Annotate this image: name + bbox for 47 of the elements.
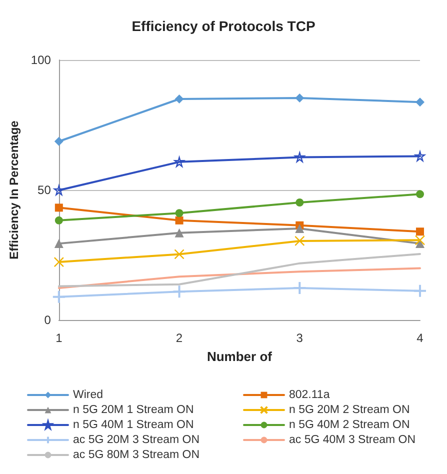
line-series xyxy=(58,267,421,290)
x-tick-label: 1 xyxy=(56,331,63,345)
point xyxy=(295,224,304,233)
legend-label: n 5G 20M 2 Stream ON xyxy=(289,404,410,416)
point xyxy=(172,284,186,299)
legend-label: ac 5G 80M 3 Stream ON xyxy=(73,449,200,461)
point xyxy=(294,236,305,246)
point xyxy=(174,94,184,104)
point xyxy=(54,256,64,268)
point xyxy=(294,152,305,162)
x-tick-label: 3 xyxy=(296,331,304,345)
legend-label: n 5G 40M 1 Stream ON xyxy=(73,419,194,431)
legend-label: n 5G 20M 1 Stream ON xyxy=(73,404,194,416)
point xyxy=(414,235,426,246)
y-tick-label: 100 xyxy=(30,53,52,67)
legend-label: Wired xyxy=(73,389,104,401)
point xyxy=(174,249,184,260)
point xyxy=(54,216,63,224)
point xyxy=(174,156,184,168)
x-axis-title: Number of xyxy=(206,349,273,364)
point xyxy=(174,228,184,238)
y-axis-title: Efficiency In Percentage xyxy=(7,120,21,260)
point xyxy=(175,209,184,218)
point xyxy=(295,93,304,102)
point xyxy=(54,136,64,146)
legend-label: ac 5G 20M 3 Stream ON xyxy=(73,434,200,446)
y-tick-label: 50 xyxy=(38,183,52,197)
point xyxy=(413,284,427,298)
point xyxy=(52,290,66,304)
point xyxy=(416,190,424,198)
x-tick-label: 2 xyxy=(176,331,183,345)
line-series xyxy=(58,252,421,288)
point xyxy=(292,281,307,296)
point xyxy=(416,228,424,236)
point xyxy=(416,98,424,107)
legend-label: ac 5G 40M 3 Stream ON xyxy=(289,434,416,446)
point xyxy=(54,239,64,248)
point xyxy=(175,216,184,224)
point xyxy=(54,204,63,212)
point xyxy=(296,198,304,206)
y-tick-label: 0 xyxy=(44,313,52,327)
chart-title: Efficiency of Protocols TCP xyxy=(132,18,316,34)
point xyxy=(414,151,426,162)
x-tick-label: 4 xyxy=(416,331,424,345)
legend-label: n 5G 40M 2 Stream ON xyxy=(289,419,410,431)
legend-label: 802.11a xyxy=(289,389,330,401)
point xyxy=(54,185,64,196)
